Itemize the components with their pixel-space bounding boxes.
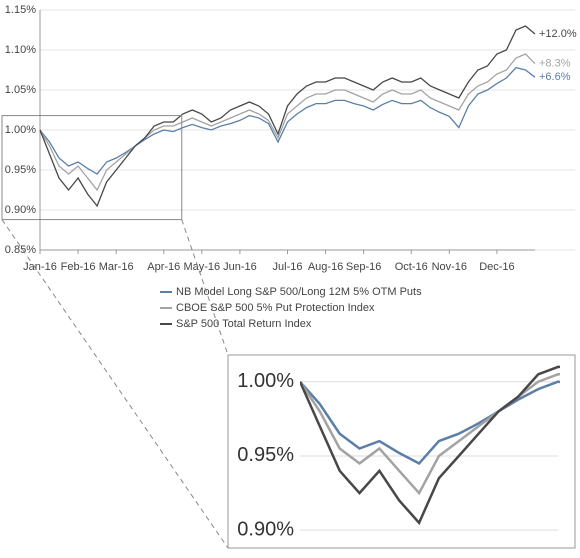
x-tick-label: May-16 <box>183 261 220 273</box>
y-tick-label: 1.05% <box>5 84 36 96</box>
x-tick-label: Jan-16 <box>23 261 57 273</box>
zoom-connector <box>1 219 229 549</box>
y-tick-label: 0.95% <box>5 164 36 176</box>
x-tick-label: Feb-16 <box>61 261 96 273</box>
x-tick-label: Jun-16 <box>223 261 257 273</box>
x-tick-label: Mar-16 <box>99 261 134 273</box>
series-line <box>39 66 536 175</box>
y-tick-label: 1.00% <box>5 124 36 136</box>
zoom-connector <box>181 219 229 356</box>
y-tick-label: 1.10% <box>5 44 36 56</box>
end-label: +12.0% <box>539 28 577 40</box>
inset-plot <box>300 365 560 526</box>
end-label: +6.6% <box>539 71 571 83</box>
inset-y-tick-label: 0.90% <box>237 518 294 540</box>
legend-label: S&P 500 Total Return Index <box>176 318 312 330</box>
legend-label: CBOE S&P 500 5% Put Protection Index <box>176 302 375 314</box>
inset-y-tick-label: 0.95% <box>237 444 294 466</box>
series-line <box>39 25 536 208</box>
y-tick-label: 0.90% <box>5 204 36 216</box>
zoom-box <box>1 115 183 221</box>
x-tick-label: Aug-16 <box>308 261 343 273</box>
x-tick-label: Dec-16 <box>479 261 514 273</box>
inset-series-line <box>300 380 560 465</box>
x-tick-label: Oct-16 <box>395 261 428 273</box>
end-label: +8.3% <box>539 58 571 70</box>
series-line <box>39 53 536 192</box>
x-tick-label: Apr-16 <box>147 261 180 273</box>
legend-label: NB Model Long S&P 500/Long 12M 5% OTM Pu… <box>176 286 422 298</box>
y-tick-label: 1.15% <box>5 4 36 16</box>
x-tick-label: Nov-16 <box>432 261 467 273</box>
inset-y-tick-label: 1.00% <box>237 370 294 392</box>
y-tick-label: 0.85% <box>5 244 36 256</box>
x-tick-label: Sep-16 <box>346 261 381 273</box>
x-tick-label: Jul-16 <box>273 261 303 273</box>
inset-series-line <box>300 373 560 496</box>
inset-frame <box>227 354 576 549</box>
inset-series-line <box>300 365 560 526</box>
